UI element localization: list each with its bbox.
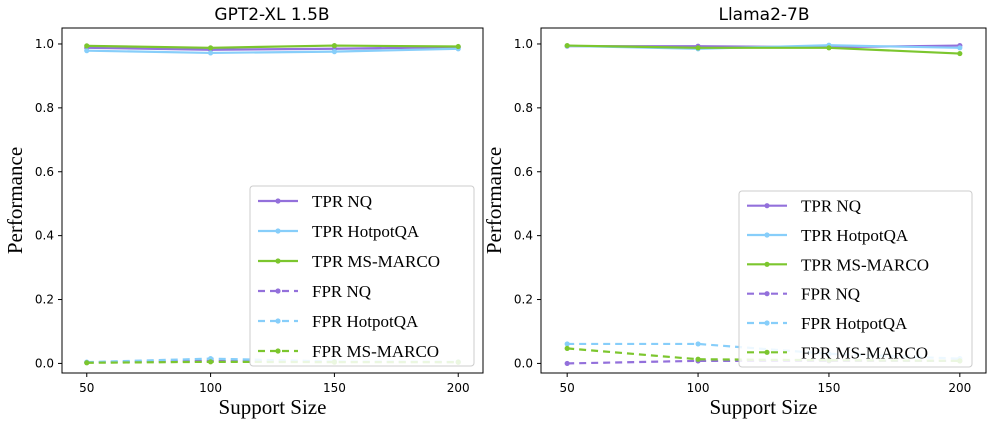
chart-0-legend: TPR NQ TPR HotpotQA TPR MS-MARCO FPR NQ FPR … [249,185,475,367]
chart-1-y-tick-label: 1.0 [514,37,533,51]
chart-1-legend-marker-tpr-ms-marco [764,261,770,267]
chart-1-point-fpr-ms-marco [695,356,701,362]
chart-1-point-tpr-ms-marco [826,45,832,51]
chart-1-legend: TPR NQ TPR HotpotQA TPR MS-MARCO FPR NQ FPR … [738,190,973,368]
chart-0-point-fpr-ms-marco [207,359,214,365]
chart-1-legend-label-fpr-nq: FPR NQ [801,285,860,304]
chart-1-y-tick-label: 0.2 [514,293,533,307]
chart-1-x-tick-label: 50 [560,381,575,395]
chart-0-point-tpr-hotpotqa [331,49,338,55]
chart-0-point-tpr-hotpotqa [207,50,214,56]
chart-0-legend-marker-fpr-ms-marco [275,348,281,354]
chart-0-y-tick-label: 0.2 [35,293,54,307]
chart-1-y-tick-label: 0.4 [514,229,533,243]
chart-0-plot-frame [61,27,484,374]
chart-1-legend-label-fpr-hotpotqa: FPR HotpotQA [801,314,908,333]
chart-1-point-tpr-ms-marco [695,45,701,51]
chart-0-x-tick-label: 50 [79,381,94,395]
chart-0-point-tpr-hotpotqa [84,48,90,54]
chart-1-x-axis-label: Support Size [710,395,818,419]
chart-0-y-tick-label: 0.0 [35,356,54,370]
chart-0-series-line-tpr-nq [86,46,459,51]
chart-1-legend-marker-tpr-hotpotqa [764,232,770,238]
chart-1-point-fpr-hotpotqa [695,341,701,347]
chart-1-plot-frame [540,27,987,374]
chart-panel-gpt2-xl: GPT2-XL 1.5B 0.0 0.2 0.4 0.6 0.8 1.0 50 100 150 20… [3,5,484,419]
chart-0-legend-label-fpr-hotpotqa: FPR HotpotQA [312,312,419,331]
chart-1-point-fpr-ms-marco [564,345,570,352]
chart-0-legend-label-tpr-hotpotqa: TPR HotpotQA [312,222,420,241]
chart-0-point-tpr-ms-marco [455,43,461,50]
chart-0-point-tpr-ms-marco [331,42,338,49]
chart-1-legend-label-fpr-ms-marco: FPR MS-MARCO [801,343,928,362]
chart-0-legend-label-fpr-ms-marco: FPR MS-MARCO [312,342,439,361]
chart-0-y-axis-label: Performance [3,147,27,254]
chart-0-legend-marker-tpr-hotpotqa [275,228,281,234]
chart-0-legend-label-tpr-nq: TPR NQ [312,192,372,211]
chart-1-point-fpr-nq [564,360,570,367]
chart-1-y-axis-label: Performance [482,147,506,254]
chart-1-x-tick-label: 200 [948,381,971,395]
chart-1-point-fpr-hotpotqa [564,341,570,347]
chart-0-x-tick-label: 150 [323,381,346,395]
chart-0-legend-marker-tpr-nq [275,198,281,204]
chart-0-legend-label-tpr-ms-marco: TPR MS-MARCO [312,252,440,271]
chart-1-legend-marker-fpr-ms-marco [764,349,770,355]
chart-1-y-tick-label: 0.6 [514,165,533,179]
chart-0-x-tick-label: 200 [447,381,470,395]
chart-1-x-tick-label: 100 [687,381,710,395]
chart-1-legend-label-tpr-nq: TPR NQ [801,197,861,216]
chart-0-point-fpr-ms-marco [84,360,90,366]
chart-0-x-axis-label: Support Size [219,395,327,419]
chart-0-y-tick-label: 0.4 [35,229,54,243]
chart-0-legend-label-fpr-nq: FPR NQ [312,282,371,301]
chart-0-legend-marker-fpr-nq [275,288,281,294]
chart-1-title: Llama2-7B [718,5,809,25]
chart-1-legend-label-tpr-hotpotqa: TPR HotpotQA [801,226,909,245]
chart-0-title: GPT2-XL 1.5B [214,5,329,25]
chart-1-point-tpr-ms-marco [564,42,570,49]
chart-1-y-tick-label: 0.0 [514,356,533,370]
chart-0-point-tpr-ms-marco [84,43,90,49]
chart-0-legend-box [249,185,475,367]
chart-panel-llama2-7b: Llama2-7B 0.0 0.2 0.4 0.6 0.8 1.0 50 100 150 200 Su… [482,5,987,419]
chart-1-series-line-tpr-ms-marco [567,44,960,55]
chart-0-y-tick-label: 0.8 [35,101,54,115]
chart-1-x-tick-label: 150 [817,381,840,395]
chart-0-legend-marker-tpr-ms-marco [275,258,281,264]
chart-0-x-tick-label: 100 [199,381,222,395]
chart-1-y-tick-label: 0.8 [514,101,533,115]
chart-0-legend-marker-fpr-hotpotqa [275,318,281,324]
chart-1-legend-marker-tpr-nq [764,203,770,209]
chart-1-legend-label-tpr-ms-marco: TPR MS-MARCO [801,255,929,274]
chart-0-point-tpr-ms-marco [207,45,214,51]
chart-1-point-tpr-hotpotqa [957,45,963,51]
chart-0-y-tick-label: 1.0 [35,37,54,51]
chart-1-legend-marker-fpr-nq [764,291,770,297]
chart-1-legend-marker-fpr-hotpotqa [764,320,770,326]
chart-0-series-line-tpr-ms-marco [86,44,459,49]
chart-1-legend-box [738,190,973,368]
chart-0-y-tick-label: 0.6 [35,165,54,179]
chart-0-series-line-tpr-hotpotqa [86,47,459,55]
chart-1-point-tpr-ms-marco [957,50,963,57]
